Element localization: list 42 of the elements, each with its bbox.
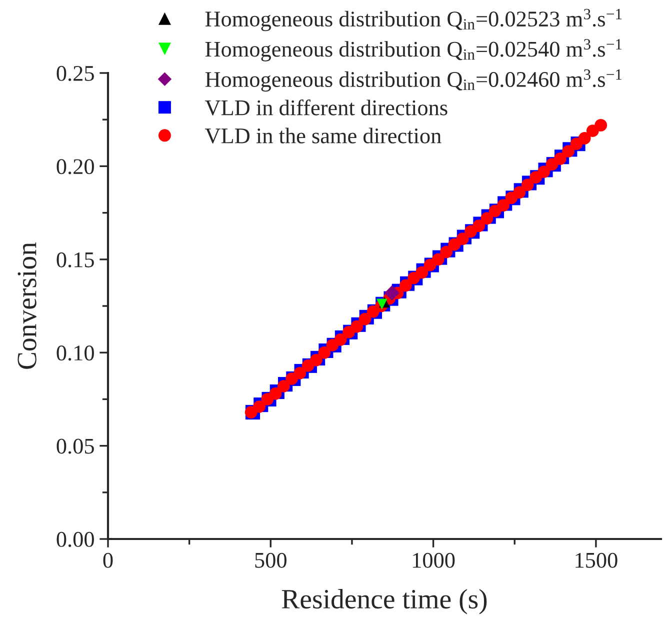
y-tick-label: 0.05 bbox=[56, 438, 94, 454]
point bbox=[513, 186, 526, 199]
x-tick-label: 500 bbox=[255, 552, 286, 568]
legend-label: Homogeneous distribution Q$_{in}$=0.02523 m$^{3}$.s$^{−1}$ bbox=[205, 8, 622, 32]
point bbox=[554, 152, 566, 165]
point bbox=[432, 253, 444, 266]
y-tick-label: 0.10 bbox=[56, 346, 94, 361]
point bbox=[253, 400, 266, 413]
point bbox=[578, 132, 591, 144]
point bbox=[440, 246, 453, 258]
point bbox=[480, 212, 494, 225]
point bbox=[538, 166, 550, 178]
point bbox=[277, 380, 290, 392]
y-tick-label: 0.00 bbox=[56, 532, 94, 548]
legend-label: Homogeneous distribution Q$_{in}$=0.02460 m$^{3}$.s$^{−1}$ bbox=[205, 69, 622, 92]
x-tick-label: 0 bbox=[103, 552, 113, 568]
y-tick-label: 0.25 bbox=[56, 66, 94, 82]
legend-label: Homogeneous distribution Q$_{in}$=0.02540 m$^{3}$.s$^{−1}$ bbox=[205, 39, 622, 62]
point bbox=[334, 333, 347, 346]
point bbox=[358, 312, 372, 326]
point bbox=[399, 279, 412, 292]
point bbox=[384, 285, 400, 301]
point bbox=[497, 199, 510, 212]
point bbox=[472, 220, 486, 232]
point bbox=[594, 118, 608, 132]
x-tick-label: 1000 bbox=[413, 552, 455, 568]
point bbox=[310, 354, 322, 366]
legend-label: VLD in different directions bbox=[204, 99, 448, 116]
y-tick-label: 0.20 bbox=[56, 159, 94, 174]
point bbox=[521, 178, 534, 192]
point bbox=[416, 266, 428, 279]
x-tick-label: 1500 bbox=[576, 552, 618, 568]
x-axis-title: Residence time (s) bbox=[282, 589, 487, 614]
point bbox=[318, 346, 331, 359]
y-tick-label: 0.15 bbox=[56, 252, 94, 268]
point bbox=[562, 145, 575, 158]
point bbox=[294, 366, 306, 380]
point bbox=[269, 387, 282, 400]
y-axis-title: Conversion bbox=[18, 242, 36, 369]
point bbox=[456, 232, 469, 246]
point bbox=[350, 320, 364, 333]
legend-label: VLD in the same direction bbox=[204, 128, 442, 144]
